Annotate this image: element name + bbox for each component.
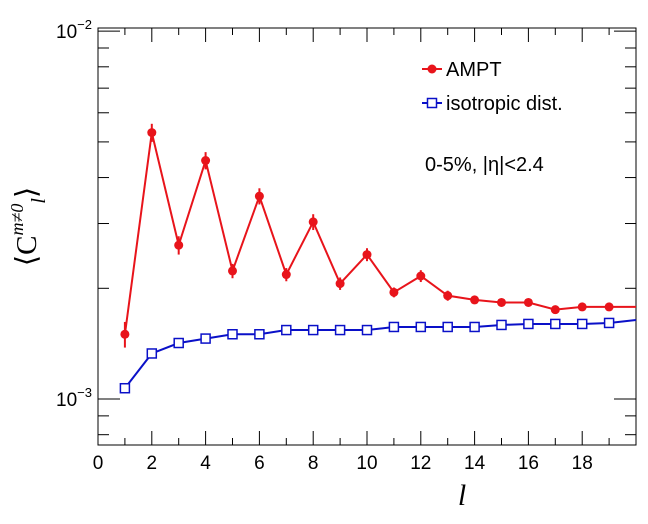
series-isotropic — [119, 317, 637, 394]
y-axis-label-subscript: l — [28, 198, 50, 204]
series-line — [123, 132, 636, 335]
y-axis: 10−2 10−3 — [56, 17, 636, 436]
x-tick-label: 18 — [572, 453, 593, 474]
data-point — [388, 321, 400, 333]
data-point — [415, 321, 427, 333]
legend-label-isotropic: isotropic dist. — [446, 93, 563, 115]
y-tick-label: 10−3 — [56, 385, 92, 411]
data-point — [254, 191, 264, 201]
data-point — [281, 324, 292, 336]
legend: AMPT isotropic dist. — [422, 59, 563, 115]
x-tick-label: 2 — [147, 453, 158, 474]
legend-label-ampt: AMPT — [446, 59, 502, 81]
x-tick-label: 16 — [518, 453, 539, 474]
annotation-centrality: 0-5%, |η|<2.4 — [425, 154, 544, 176]
y-axis-label-suffix: ⟩ — [11, 187, 43, 198]
legend-entry-ampt: AMPT — [422, 59, 502, 81]
y-axis-label: ⟨Cm≠0l⟩ — [7, 187, 50, 266]
data-point — [361, 324, 373, 336]
data-point — [603, 317, 615, 329]
data-point — [147, 128, 157, 138]
legend-marker-isotropic — [426, 97, 438, 109]
legend-entry-isotropic: isotropic dist. — [422, 93, 563, 115]
data-point — [254, 329, 265, 340]
data-point — [550, 318, 561, 330]
data-point — [469, 321, 480, 333]
data-point — [173, 337, 184, 349]
data-point — [308, 217, 318, 227]
data-point — [577, 302, 587, 312]
data-point — [281, 270, 291, 280]
series-layer — [119, 123, 637, 394]
x-tick-label: 8 — [308, 453, 319, 474]
x-tick-label: 12 — [410, 453, 431, 474]
data-point — [443, 291, 453, 301]
y-axis-label-superscript: m≠0 — [7, 204, 27, 236]
data-point — [470, 295, 480, 305]
data-point — [497, 297, 506, 307]
series-line — [124, 319, 637, 389]
data-point — [119, 382, 131, 394]
data-point — [523, 297, 533, 307]
data-point — [604, 302, 614, 312]
data-point — [120, 329, 130, 339]
data-point — [523, 318, 534, 330]
data-point — [227, 329, 238, 340]
data-point — [174, 240, 184, 250]
data-point — [576, 318, 588, 330]
y-tick-label: 10−2 — [56, 17, 92, 43]
x-axis-label: l — [458, 479, 466, 512]
x-tick-label: 4 — [200, 453, 211, 474]
data-point — [201, 156, 211, 166]
data-point — [146, 348, 158, 359]
data-point — [550, 305, 560, 315]
data-point — [228, 266, 237, 276]
data-point — [389, 287, 399, 297]
x-tick-label: 10 — [356, 453, 377, 474]
data-point — [307, 324, 319, 336]
data-point — [362, 250, 372, 260]
x-tick-label: 0 — [93, 453, 104, 474]
data-point — [442, 321, 453, 333]
svg-text:⟨Cm≠0l⟩: ⟨Cm≠0l⟩ — [7, 187, 50, 266]
x-axis: 0 2 4 6 8 10 12 14 16 18 — [93, 28, 637, 474]
x-tick-label: 14 — [464, 453, 486, 474]
series-ampt — [120, 123, 636, 348]
data-point — [416, 271, 426, 281]
data-point — [334, 324, 346, 336]
data-point — [200, 333, 211, 344]
data-point — [335, 279, 345, 289]
x-tick-label: 6 — [254, 453, 265, 474]
y-axis-label-prefix: ⟨C — [11, 236, 43, 267]
data-point — [496, 319, 507, 331]
legend-marker-ampt — [427, 64, 437, 74]
